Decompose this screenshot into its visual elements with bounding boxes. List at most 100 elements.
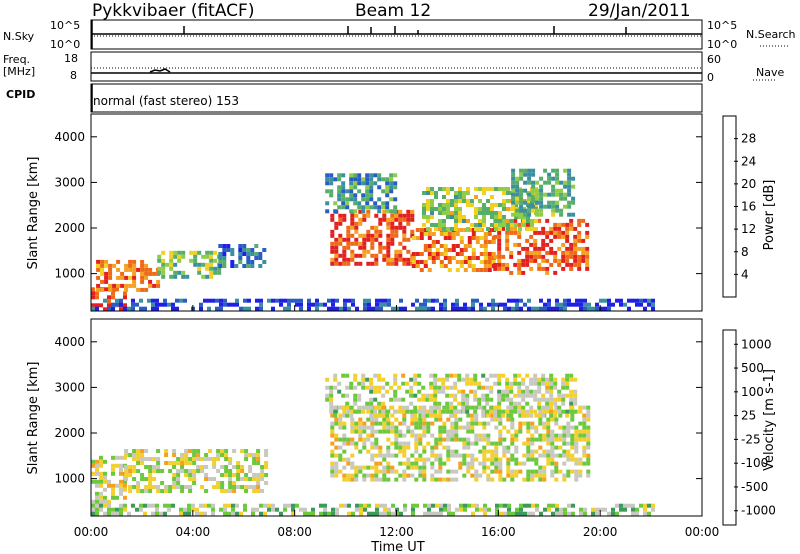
heatmap-cell — [438, 441, 443, 446]
heatmap-cell — [204, 477, 209, 481]
heatmap-cell — [550, 429, 555, 434]
heatmap-cell — [517, 389, 522, 394]
colorbar-tick-label: 8 — [741, 245, 749, 259]
heatmap-cell — [176, 457, 181, 461]
heatmap-cell — [513, 262, 518, 267]
heatmap-cell — [498, 223, 502, 227]
heatmap-cell — [355, 507, 359, 512]
heatmap-cell — [378, 461, 383, 466]
heatmap-cell — [236, 465, 241, 469]
heatmap-cell — [346, 457, 351, 462]
heatmap-cell — [359, 507, 363, 512]
heatmap-cell — [386, 461, 391, 466]
heatmap-cell — [161, 250, 166, 255]
heatmap-cell — [494, 223, 498, 227]
heatmap-cell — [201, 254, 206, 259]
heatmap-cell — [470, 405, 475, 410]
heatmap-cell — [422, 215, 426, 219]
heatmap-cell — [374, 465, 379, 470]
heatmap-cell — [559, 302, 563, 307]
heatmap-cell — [446, 469, 451, 474]
heatmap-cell — [477, 401, 482, 406]
heatmap-cell — [434, 417, 439, 422]
heatmap-cell — [542, 433, 547, 438]
heatmap-cell — [95, 295, 99, 300]
heatmap-cell — [498, 203, 502, 207]
heatmap-cell — [583, 507, 587, 512]
heatmap-cell — [180, 465, 185, 469]
heatmap-cell — [361, 181, 366, 186]
heatmap-cell — [478, 473, 483, 478]
heatmap-cell — [554, 477, 559, 482]
heatmap-cell — [398, 441, 403, 446]
heatmap-cell — [455, 244, 460, 248]
heatmap-cell — [631, 511, 635, 516]
heatmap-cell — [473, 397, 478, 402]
heatmap-cell — [189, 258, 194, 263]
heatmap-cell — [358, 469, 363, 474]
heatmap-cell — [483, 232, 488, 236]
heatmap-cell — [242, 248, 247, 252]
heatmap-cell — [366, 465, 371, 470]
heatmap-cell — [346, 241, 351, 246]
heatmap-cell — [378, 429, 383, 434]
heatmap-cell — [152, 283, 157, 288]
heatmap-cell — [413, 405, 418, 410]
heatmap-cell — [183, 511, 187, 516]
heatmap-cell — [216, 485, 221, 489]
heatmap-cell — [553, 258, 558, 263]
heatmap-cell — [409, 401, 414, 406]
heatmap-cell — [342, 249, 347, 254]
heatmap-cell — [315, 306, 319, 311]
heatmap-cell — [470, 425, 475, 430]
heatmap-cell — [342, 457, 347, 462]
heatmap-cell — [358, 217, 363, 222]
heatmap-cell — [413, 377, 418, 382]
heatmap-cell — [148, 469, 153, 473]
heatmap-cell — [437, 389, 442, 394]
heatmap-cell — [482, 425, 487, 430]
heatmap-cell — [325, 385, 330, 390]
heatmap-cell — [495, 302, 499, 307]
heatmap-cell — [506, 469, 511, 474]
heatmap-cell — [184, 461, 189, 465]
heatmap-cell — [483, 306, 487, 311]
heatmap-cell — [489, 397, 494, 402]
heatmap-cell — [151, 298, 155, 303]
heatmap-cell — [283, 507, 287, 512]
heatmap-cell — [349, 209, 354, 214]
heatmap-cell — [493, 262, 498, 267]
heatmap-cell — [410, 209, 415, 214]
heatmap-cell — [91, 479, 95, 484]
heatmap-cell — [220, 473, 225, 477]
heatmap-cell — [222, 244, 227, 248]
heatmap-cell — [350, 473, 355, 478]
heatmap-cell — [547, 200, 552, 205]
heatmap-cell — [565, 393, 570, 398]
heatmap-cell — [365, 177, 370, 182]
heatmap-cell — [497, 254, 502, 259]
heatmap-cell — [192, 473, 197, 477]
heatmap-cell — [478, 223, 482, 227]
heatmap-cell — [527, 176, 532, 181]
heatmap-cell — [334, 461, 339, 466]
heatmap-cell — [466, 465, 471, 470]
heatmap-cell — [238, 256, 243, 260]
heatmap-cell — [353, 209, 358, 214]
heatmap-cell — [569, 218, 574, 223]
heatmap-cell — [123, 291, 127, 296]
heatmap-cell — [651, 306, 655, 311]
heatmap-cell — [339, 306, 343, 311]
heatmap-cell — [455, 252, 460, 256]
heatmap-cell — [411, 236, 416, 240]
heatmap-cell — [511, 176, 516, 181]
heatmap-cell — [398, 429, 403, 434]
heatmap-cell — [519, 168, 524, 173]
heatmap-cell — [527, 212, 532, 217]
heatmap-cell — [124, 287, 129, 292]
heatmap-cell — [238, 260, 243, 264]
heatmap-cell — [555, 200, 560, 205]
heatmap-cell — [168, 485, 173, 489]
heatmap-cell — [398, 409, 403, 414]
heatmap-cell — [435, 298, 439, 303]
